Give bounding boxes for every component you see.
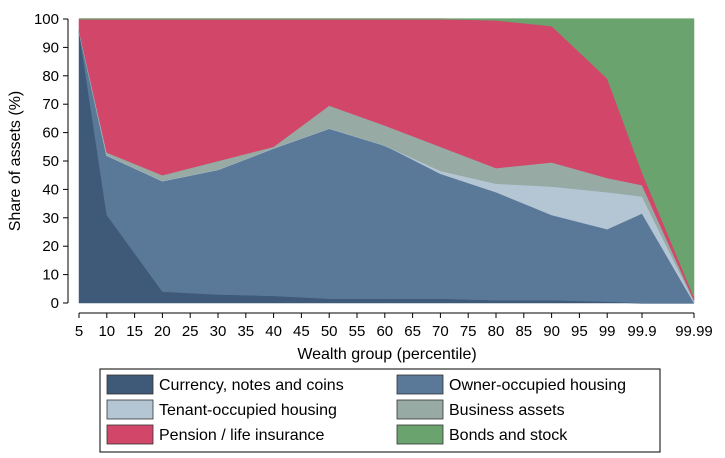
legend-swatch (396, 374, 444, 395)
x-tick-label: 85 (515, 323, 532, 340)
x-tick-label: 15 (126, 323, 143, 340)
y-axis-title: Share of assets (%) (7, 91, 24, 232)
x-tick-label: 45 (293, 323, 310, 340)
y-tick-label: 90 (42, 39, 59, 56)
legend-swatch (396, 424, 444, 445)
x-tick-label: 30 (210, 323, 227, 340)
x-tick-label: 40 (265, 323, 282, 340)
x-tick-label: 75 (460, 323, 477, 340)
y-tick-label: 70 (42, 96, 59, 113)
x-tick-label: 90 (543, 323, 560, 340)
x-tick-label: 99.99 (675, 323, 713, 340)
x-tick-label: 65 (404, 323, 421, 340)
x-tick-label: 5 (75, 323, 83, 340)
y-tick-label: 10 (42, 267, 59, 284)
legend-swatch (396, 399, 444, 420)
legend-label: Business assets (449, 402, 565, 419)
x-tick-label: 80 (488, 323, 505, 340)
legend-label: Pension / life insurance (159, 427, 325, 444)
y-tick-label: 0 (51, 295, 59, 312)
legend-swatch (106, 399, 154, 420)
x-tick-label: 35 (237, 323, 254, 340)
x-tick-label: 55 (349, 323, 366, 340)
x-axis: 5 10 15 20 25 30 35 40 45 50 55 60 65 70 75 80 85 90 95 99 9… (75, 312, 713, 340)
x-tick-label: 10 (98, 323, 115, 340)
x-tick-label: 99 (599, 323, 616, 340)
x-tick-label: 70 (432, 323, 449, 340)
y-tick-label: 100 (34, 11, 59, 28)
y-tick-label: 20 (42, 238, 59, 255)
x-tick-label: 20 (154, 323, 171, 340)
x-tick-label: 25 (182, 323, 199, 340)
legend-label: Bonds and stock (449, 427, 568, 444)
legend-swatch (106, 424, 154, 445)
y-tick-label: 30 (42, 210, 59, 227)
x-tick-label: 50 (321, 323, 338, 340)
legend-box (99, 368, 661, 453)
area-series-group (78, 18, 695, 304)
x-tick-label: 95 (571, 323, 588, 340)
y-axis: 0 10 20 30 40 50 60 70 80 90 100 (34, 11, 69, 312)
y-tick-label: 50 (42, 153, 59, 170)
y-tick-label: 40 (42, 181, 59, 198)
y-tick-label: 60 (42, 125, 59, 142)
y-tick-label: 80 (42, 68, 59, 85)
legend-label: Owner-occupied housing (449, 377, 626, 394)
x-tick-label: 60 (376, 323, 393, 340)
x-axis-title: Wealth group (percentile) (297, 346, 476, 363)
legend-label: Currency, notes and coins (159, 377, 344, 394)
x-tick-label: 99.9 (627, 323, 656, 340)
legend-swatch (106, 374, 154, 395)
legend: Currency, notes and coins Owner-occupied … (99, 368, 661, 453)
legend-label: Tenant-occupied housing (159, 402, 337, 419)
